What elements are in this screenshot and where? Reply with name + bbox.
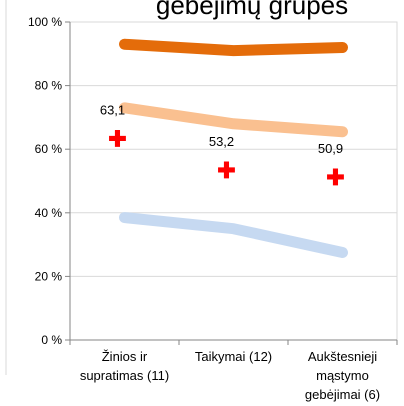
data-label: 63,1 [100, 102, 125, 117]
x-tick-label: Taikymai (12) [195, 349, 272, 364]
data-labels: 63,1 53,2 50,9 [100, 102, 343, 156]
y-tick-label: 100 % [28, 15, 62, 29]
y-tick-label: 20 % [35, 269, 63, 283]
x-axis: Žinios ir supratimas (11) Taikymai (12) Auk… [69, 339, 398, 402]
marker-points: ✚ ✚ ✚ [108, 126, 344, 190]
series-line-2 [119, 102, 348, 138]
y-tick-label: 40 % [35, 206, 63, 220]
x-tick-label: Aukštesnieji mąstymo gebėjimai (6) [305, 349, 380, 402]
y-tick-label: 80 % [35, 79, 63, 93]
marker-point: ✚ [217, 158, 235, 183]
marker-point: ✚ [326, 165, 344, 190]
y-tick-label: 60 % [35, 142, 63, 156]
series-lines [119, 38, 348, 259]
marker-point: ✚ [108, 126, 126, 151]
data-label: 53,2 [209, 134, 234, 149]
x-tick-label: Žinios ir supratimas (11) [80, 349, 169, 383]
y-tick-label: 0 % [41, 333, 62, 347]
series-line-3 [119, 212, 348, 259]
series-line-1 [119, 38, 348, 57]
y-axis: 0 % 20 % 40 % 60 % 80 % 100 % [28, 15, 71, 347]
chart-title: gebėjimų grupės [156, 0, 348, 20]
data-label: 50,9 [318, 141, 343, 156]
